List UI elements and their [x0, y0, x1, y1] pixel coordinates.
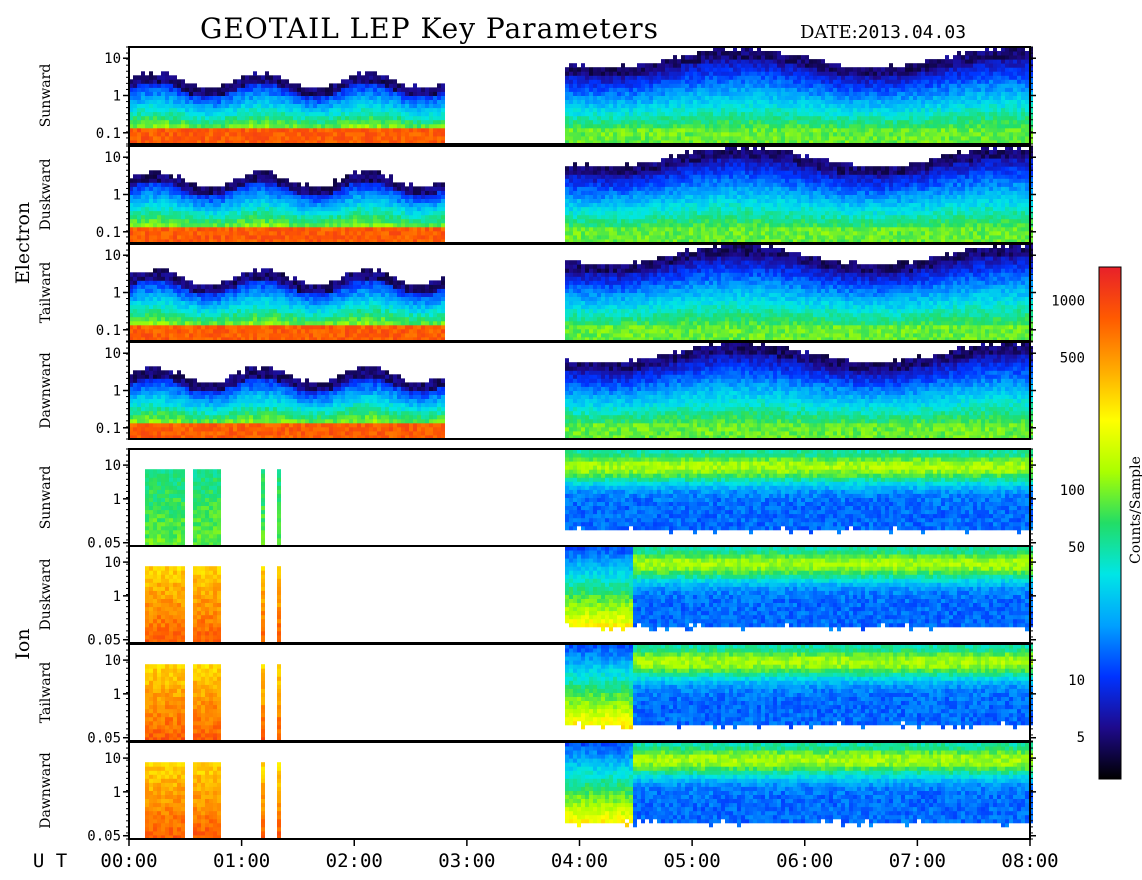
panel-ion-sunward: Sunward	[38, 449, 1033, 547]
x-tick-label: 00:00	[100, 850, 157, 872]
group-label-ion: Ion	[12, 628, 34, 659]
y-tick-label: 1	[113, 785, 121, 801]
y-tick-label: 1	[113, 286, 121, 302]
x-tick-label: 06:00	[776, 850, 833, 872]
panel-direction-label: Duskward	[38, 559, 54, 631]
panel-electron-tailward: Tailward	[38, 244, 1033, 342]
colorbar-tick-label: 1000	[1051, 293, 1085, 309]
y-tick-label: 0.05	[87, 633, 121, 649]
time-axis: U T 00:00 01:00 02:00 03:00 04:00 05:00 06:00 07…	[33, 839, 1059, 872]
y-tick-label: 10	[104, 346, 121, 362]
x-tick-label: 08:00	[1001, 850, 1058, 872]
y-tick-label: 0.1	[96, 225, 121, 241]
panel-direction-label: Dawnward	[38, 752, 54, 829]
colorbar-tick-label: 10	[1068, 673, 1085, 689]
colorbar-tick-label: 100	[1060, 483, 1085, 499]
panel-direction-label: Sunward	[38, 466, 54, 530]
y-tick-label: 10	[104, 653, 121, 669]
y-tick-label: 10	[104, 751, 121, 767]
y-tick-label: 10	[104, 51, 121, 67]
panel-ion-dawnward: Dawnward	[38, 742, 1033, 840]
colorbar-tick-label: 50	[1068, 540, 1085, 556]
y-tick-label: 0.05	[87, 829, 121, 845]
colorbar-tick-label: 5	[1077, 730, 1085, 746]
panel-ion-tailward: Tailward	[38, 644, 1033, 742]
y-tick-label: 1	[113, 384, 121, 400]
y-tick-label: 0.1	[96, 126, 121, 142]
panel-electron-sunward: Sunward	[38, 47, 1033, 145]
colorbar: 1000 500 100 50 10 5 Counts/Sample	[1051, 267, 1142, 779]
x-tick-label: 07:00	[889, 850, 946, 872]
y-tick-label: 1	[113, 89, 121, 105]
y-tick-label: 1	[113, 687, 121, 703]
x-tick-label: 02:00	[326, 850, 383, 872]
panel-ion-duskward: Duskward	[38, 546, 1033, 644]
ut-label: U T	[33, 850, 67, 872]
panel-direction-label: Tailward	[38, 662, 54, 724]
y-tick-label: 0.1	[96, 421, 121, 437]
panel-stack: Sunward Duskward Tailward Dawnward Sunward Du…	[38, 47, 1033, 840]
panel-direction-label: Dawnward	[38, 352, 54, 429]
y-tick-label: 10	[104, 458, 121, 474]
panel-direction-label: Tailward	[38, 262, 54, 324]
colorbar-tick-label: 500	[1060, 351, 1085, 367]
y-tick-label: 1	[113, 589, 121, 605]
x-tick-label: 01:00	[213, 850, 270, 872]
x-tick-label: 03:00	[438, 850, 495, 872]
y-tick-label: 10	[104, 555, 121, 571]
group-label-electron: Electron	[12, 202, 34, 284]
panel-direction-label: Duskward	[38, 159, 54, 231]
colorbar-strip	[1099, 267, 1121, 779]
y-tick-label: 0.1	[96, 323, 121, 339]
y-tick-label: 1	[113, 188, 121, 204]
colorbar-label: Counts/Sample	[1128, 456, 1142, 564]
y-tick-label: 10	[104, 150, 121, 166]
y-tick-label: 0.05	[87, 536, 121, 552]
panel-direction-label: Sunward	[38, 64, 54, 128]
panel-electron-duskward: Duskward	[38, 146, 1033, 244]
y-tick-label: 1	[113, 492, 121, 508]
y-tick-label: 10	[104, 248, 121, 264]
y-tick-label: 0.05	[87, 731, 121, 747]
x-tick-label: 04:00	[551, 850, 608, 872]
group-labels: Electron Ion	[12, 202, 34, 660]
x-tick-label: 05:00	[664, 850, 721, 872]
panel-electron-dawnward: Dawnward	[38, 342, 1033, 440]
